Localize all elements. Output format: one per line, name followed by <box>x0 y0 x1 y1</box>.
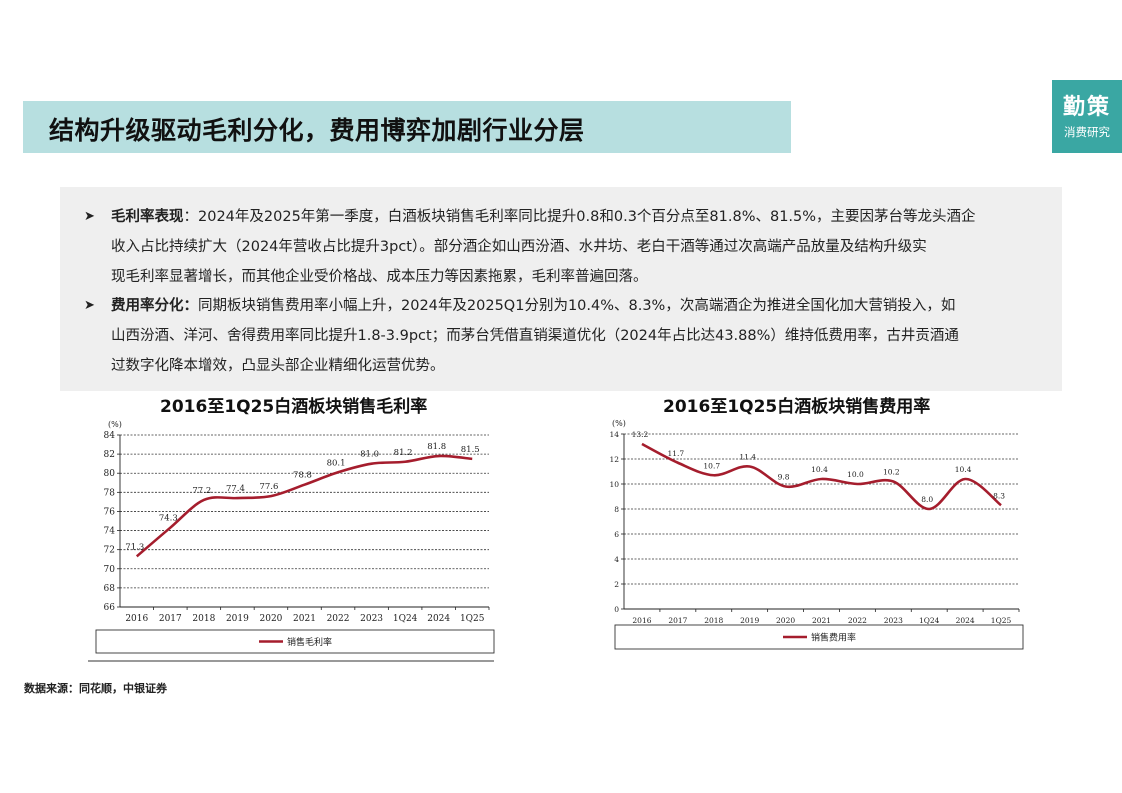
chart-title-expense-rate: 2016至1Q25白酒板块销售费用率 <box>663 397 931 417</box>
y-tick-label: 4 <box>614 555 619 564</box>
y-tick-label: 82 <box>104 450 115 460</box>
gross-margin-chart: (%) 66 68 70 72 74 76 78 80 82 84 2016 2017 2018 2019 2… <box>88 420 495 662</box>
expense-rate-chart: (%) 0 2 4 6 8 10 12 14 2016 2017 2018 2019 2020 2021 20… <box>609 419 1024 650</box>
data-label: 77.2 <box>192 486 211 496</box>
legend-box <box>95 629 495 654</box>
bullet-line: 费用率分化：同期板块销售费用率小幅上升，2024年及2025Q1分别为10.4%… <box>111 291 1039 321</box>
bullet-text: ：2024年及2025年第一季度，白酒板块销售毛利率同比提升0.8和0.3个百分… <box>183 209 976 225</box>
y-axis-unit: (%) <box>612 419 626 428</box>
data-label: 13.2 <box>632 430 649 439</box>
data-label: 77.4 <box>226 484 245 494</box>
series-line <box>135 454 473 558</box>
y-tick-label: 8 <box>614 505 619 514</box>
x-tick-label: 2024 <box>956 616 975 625</box>
data-label: 8.0 <box>921 495 933 504</box>
x-tick-label: 1Q24 <box>919 616 940 625</box>
data-label: 9.8 <box>778 473 790 482</box>
data-label: 10.4 <box>811 465 828 474</box>
data-source: 数据来源：同花顺，中银证券 <box>24 682 167 695</box>
x-tick-label: 1Q25 <box>460 614 485 624</box>
y-tick-label: 2 <box>614 580 619 589</box>
data-label: 10.4 <box>955 465 972 474</box>
y-tick-label: 80 <box>104 469 116 479</box>
data-label: 10.2 <box>883 468 900 477</box>
legend-box <box>614 624 1024 650</box>
brand-logo: 勤策 消费研究 <box>1052 80 1122 153</box>
x-tick-label: 2019 <box>226 614 249 624</box>
x-tick-label: 2020 <box>776 616 795 625</box>
legend-label: 销售毛利率 <box>287 636 332 648</box>
bullet-line: 收入占比持续扩大（2024年营收占比提升3pct）。部分酒企如山西汾酒、水井坊、… <box>111 239 927 255</box>
logo-sub-text: 消费研究 <box>1064 125 1110 139</box>
x-tick-label: 1Q25 <box>991 616 1012 625</box>
chart-title-gross-margin: 2016至1Q25白酒板块销售毛利率 <box>160 397 428 417</box>
data-label: 77.6 <box>259 482 278 492</box>
y-tick-label: 14 <box>609 430 619 439</box>
logo-main-text: 勤策 <box>1062 94 1111 120</box>
data-label: 10.7 <box>703 461 720 470</box>
y-tick-label: 12 <box>609 455 619 464</box>
y-tick-label: 78 <box>104 488 116 498</box>
bullet-label: 费用率分化： <box>111 298 198 314</box>
x-tick-label: 2023 <box>360 614 383 624</box>
bullet-line: 毛利率表现：2024年及2025年第一季度，白酒板块销售毛利率同比提升0.8和0… <box>111 202 1039 232</box>
bullet-line: 山西汾酒、洋河、舍得费用率同比提升1.8-3.9pct；而茅台凭借直销渠道优化（… <box>111 328 959 344</box>
data-label: 78.8 <box>293 471 312 481</box>
page-title: 结构升级驱动毛利分化，费用博弈加剧行业分层 <box>49 116 585 145</box>
y-tick-label: 66 <box>104 603 116 613</box>
data-label: 8.3 <box>993 491 1005 500</box>
summary-box: ➤ 毛利率表现：2024年及2025年第一季度，白酒板块销售毛利率同比提升0.8… <box>60 187 1062 391</box>
x-tick-label: 1Q24 <box>393 614 418 624</box>
bullet-line: 现毛利率显著增长，而其他企业受价格战、成本压力等因素拖累，毛利率普遍回落。 <box>111 269 648 285</box>
bullet-arrow-icon: ➤ <box>84 298 95 313</box>
x-tick-label: 2022 <box>327 614 350 624</box>
x-tick-label: 2018 <box>704 616 723 625</box>
data-label: 71.3 <box>125 542 144 552</box>
data-label: 11.7 <box>668 449 685 458</box>
y-axis-unit: (%) <box>108 420 122 429</box>
y-tick-label: 70 <box>104 565 116 575</box>
y-tick-label: 6 <box>614 530 619 539</box>
y-tick-label: 68 <box>104 584 116 594</box>
y-tick-label: 0 <box>614 605 619 614</box>
y-tick-label: 74 <box>104 527 116 537</box>
x-tick-label: 2020 <box>260 614 283 624</box>
data-label: 74.3 <box>159 514 178 524</box>
x-tick-label: 2022 <box>848 616 867 625</box>
y-tick-label: 10 <box>609 480 619 489</box>
data-label: 81.5 <box>461 445 480 455</box>
x-tick-label: 2018 <box>192 614 215 624</box>
data-label: 11.4 <box>739 453 756 462</box>
bullet-text: 同期板块销售费用率小幅上升，2024年及2025Q1分别为10.4%、8.3%，… <box>198 298 956 314</box>
x-tick-label: 2021 <box>812 616 831 625</box>
x-tick-label: 2016 <box>632 616 651 625</box>
bullet-body: 费用率分化：同期板块销售费用率小幅上升，2024年及2025Q1分别为10.4%… <box>111 291 1039 381</box>
legend-label: 销售费用率 <box>811 632 856 644</box>
x-tick-label: 2021 <box>293 614 316 624</box>
x-tick-label: 2023 <box>884 616 903 625</box>
bullet-arrow-icon: ➤ <box>84 209 95 224</box>
bullet-line: 过数字化降本增效，凸显头部企业精细化运营优势。 <box>111 358 445 374</box>
data-label: 81.0 <box>360 450 379 460</box>
y-tick-label: 72 <box>104 546 115 556</box>
data-label: 81.2 <box>394 448 413 458</box>
series-line <box>641 442 1002 511</box>
bullet-label: 毛利率表现 <box>111 209 184 225</box>
x-tick-label: 2024 <box>427 614 450 624</box>
data-label: 81.8 <box>427 442 446 452</box>
x-tick-label: 2017 <box>159 614 182 624</box>
title-bar: 结构升级驱动毛利分化，费用博弈加剧行业分层 <box>23 101 791 153</box>
y-tick-label: 84 <box>104 431 116 441</box>
bullet-body: 毛利率表现：2024年及2025年第一季度，白酒板块销售毛利率同比提升0.8和0… <box>111 202 1039 292</box>
y-tick-label: 76 <box>104 507 116 517</box>
x-tick-label: 2019 <box>740 616 759 625</box>
x-tick-label: 2017 <box>668 616 687 625</box>
data-label: 80.1 <box>327 458 346 468</box>
data-label: 10.0 <box>847 470 864 479</box>
x-tick-label: 2016 <box>125 614 148 624</box>
